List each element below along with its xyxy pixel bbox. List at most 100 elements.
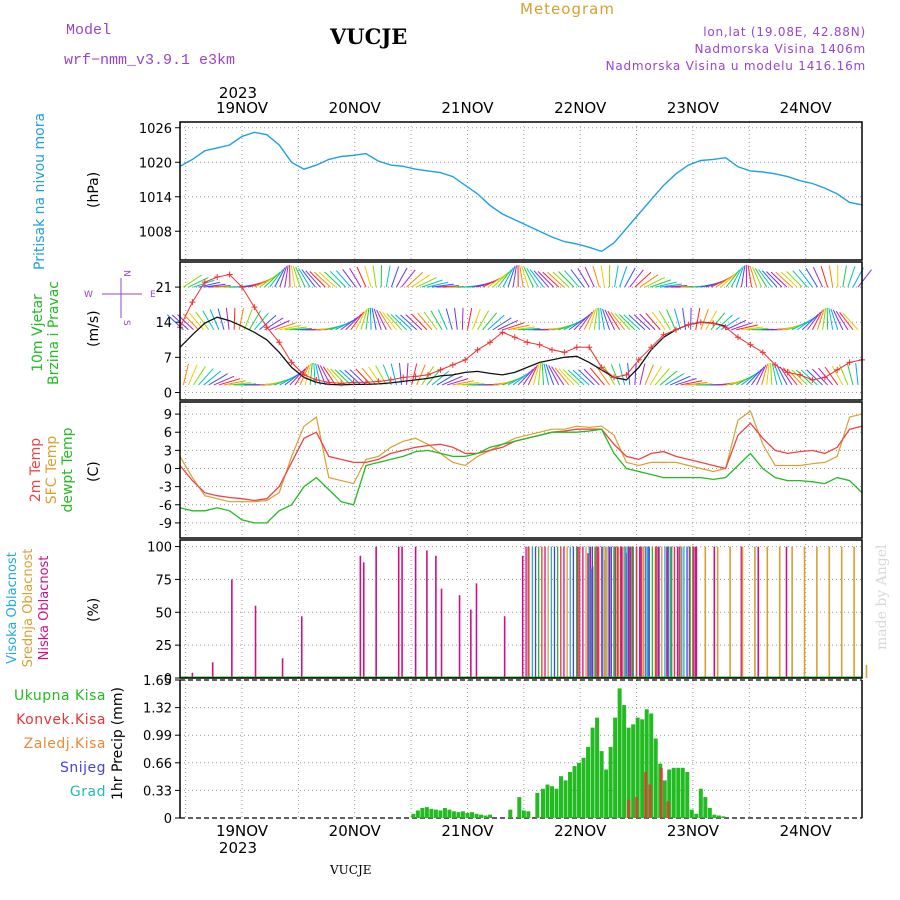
- wind-gust-marker: [338, 380, 345, 387]
- wind-barb: [673, 308, 681, 330]
- wind-barb: [406, 362, 409, 385]
- wind-barb: [411, 274, 431, 288]
- wind-barb: [269, 320, 290, 331]
- wind-gust-marker: [809, 376, 816, 383]
- precip-total-bar: [508, 809, 513, 818]
- wind-gust-marker: [549, 346, 555, 353]
- wind-barb: [779, 366, 793, 386]
- precip-conv-bar: [666, 801, 670, 818]
- top-year-label: 2023: [219, 84, 257, 102]
- wind-gust-marker: [251, 304, 258, 311]
- wind-barb: [680, 380, 703, 386]
- precip-total-bar: [433, 809, 438, 818]
- temp-label-2: dewpt Temp: [60, 427, 76, 512]
- wind-barb: [558, 368, 575, 386]
- wind-barb: [182, 363, 189, 386]
- wind-barb: [655, 281, 677, 288]
- wind-barb: [512, 265, 517, 288]
- temp-unit-label: (C): [86, 461, 102, 482]
- wind-barb: [758, 269, 773, 288]
- precip-total-bar: [608, 746, 613, 818]
- wind-gust-marker: [363, 379, 369, 386]
- wind-barb: [543, 363, 550, 386]
- wind-barb: [735, 266, 744, 288]
- precip-total-bar: [424, 807, 429, 818]
- wind-gust-marker: [611, 374, 617, 381]
- wind-barb: [329, 271, 347, 288]
- wind-barb: [618, 363, 626, 386]
- wind-unit-label: (m/s): [86, 310, 102, 347]
- precip-total-bar: [568, 772, 573, 818]
- wind-barb: [416, 277, 437, 288]
- wind-barb: [786, 368, 803, 386]
- wind-gust-marker: [797, 371, 803, 378]
- precip-total-bar: [488, 814, 492, 818]
- wind-barb: [340, 316, 359, 331]
- wind-gust-marker: [239, 284, 245, 291]
- wind-barb: [568, 316, 588, 331]
- wind-barb: [820, 265, 829, 288]
- wind-barb: [492, 317, 512, 331]
- precip-total-bar: [635, 717, 640, 818]
- lonlat-text: lon,lat (19.08E, 42.88N): [703, 25, 866, 39]
- wind-barb: [786, 271, 803, 288]
- wind-barb: [715, 274, 735, 288]
- wind-gust-marker: [772, 361, 779, 368]
- cloud-label-1: Srednja Oblacnost: [21, 549, 36, 668]
- wind-gust-marker: [648, 344, 655, 351]
- precip-ytick-label: 0.33: [143, 784, 172, 799]
- wind-ytick-label: 21: [155, 281, 172, 296]
- wind-barb: [487, 314, 505, 331]
- temp-label-0: 2m Temp: [28, 438, 44, 502]
- precip-total-bar: [554, 788, 559, 818]
- wind-barb: [634, 271, 652, 288]
- wind-barb: [295, 266, 306, 288]
- wind-barb: [805, 268, 818, 288]
- precip-conv-bar: [648, 784, 652, 818]
- wind-barb: [537, 363, 542, 385]
- wind-barb: [375, 365, 387, 386]
- wind-barb: [309, 271, 326, 288]
- wind-barb: [578, 311, 593, 331]
- wind-barb: [542, 271, 560, 288]
- wind-gust-marker: [735, 334, 741, 341]
- cloud-ytick-label: 0: [164, 672, 172, 687]
- wind-barb: [218, 378, 241, 386]
- wind-barb: [355, 309, 367, 330]
- elevation-text: Nadmorska Visina 1406m: [694, 42, 866, 56]
- wind-barb: [507, 266, 516, 288]
- temp-ytick-label: -6: [159, 499, 172, 514]
- wind-barb: [634, 362, 637, 385]
- wind-barb: [349, 267, 362, 288]
- precip-total-bar: [703, 797, 708, 818]
- wind-barb: [290, 265, 296, 288]
- precip-total-bar: [559, 776, 564, 818]
- wind-barb: [589, 367, 605, 386]
- wind-barb: [421, 279, 443, 288]
- wind-barb: [342, 269, 357, 288]
- wind-gust-marker: [325, 379, 332, 386]
- wind-barb: [629, 269, 644, 288]
- wind-barb: [746, 327, 769, 331]
- wind-barb: [791, 369, 808, 386]
- wind-barb: [259, 273, 278, 288]
- wind-barb: [529, 269, 544, 288]
- wind-gust-marker: [499, 329, 506, 336]
- wind-ytick-label: 0: [164, 386, 172, 401]
- wind-gust-marker: [263, 324, 270, 331]
- wind-barb: [806, 311, 821, 331]
- wind-barb: [774, 364, 783, 386]
- wind-barb: [533, 270, 549, 288]
- wind-barb: [315, 363, 321, 386]
- bottom-day-label: 19NOV: [216, 822, 269, 840]
- precip-total-bar: [415, 810, 420, 818]
- wind-barb: [447, 378, 469, 386]
- wind-barb: [812, 368, 828, 386]
- wind-barb: [830, 308, 839, 330]
- top-day-label: 19NOV: [216, 99, 269, 117]
- wind-barb: [289, 368, 306, 386]
- precip-total-bar: [517, 797, 522, 818]
- pressure-ytick-label: 1014: [139, 191, 172, 206]
- wind-barb: [651, 311, 666, 331]
